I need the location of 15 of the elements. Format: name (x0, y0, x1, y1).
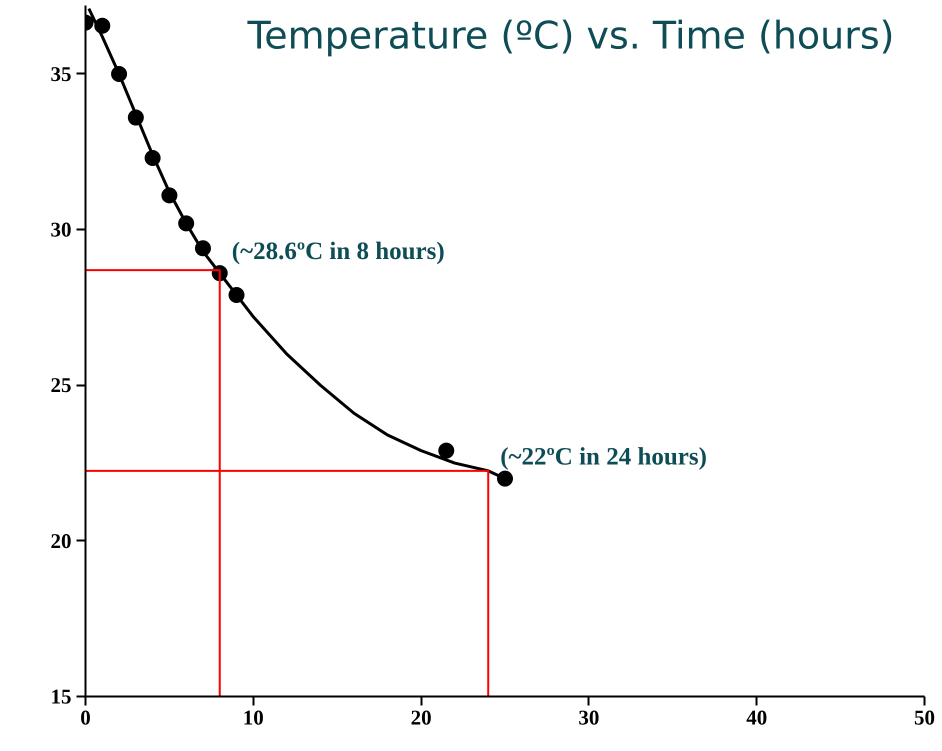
chart-title: Temperature (ºC) vs. Time (hours) (246, 14, 895, 58)
x-tick-label: 10 (242, 706, 264, 730)
y-tick-label: 20 (50, 528, 72, 553)
x-tick-label: 20 (410, 706, 432, 730)
x-tick-label: 50 (914, 706, 935, 730)
point (438, 442, 454, 459)
x-tick-label: 30 (578, 706, 600, 730)
x-tick-label: 40 (746, 706, 768, 730)
y-tick-label: 35 (50, 62, 72, 86)
annotation: (~22ºC in 24 hours) (500, 444, 707, 471)
y-tick-label: 15 (50, 684, 72, 708)
x-tick-label: 0 (80, 706, 91, 730)
y-tick-label: 25 (50, 373, 72, 398)
annotation: (~28.6ºC in 8 hours) (232, 238, 445, 266)
y-tick-label: 30 (50, 218, 72, 242)
